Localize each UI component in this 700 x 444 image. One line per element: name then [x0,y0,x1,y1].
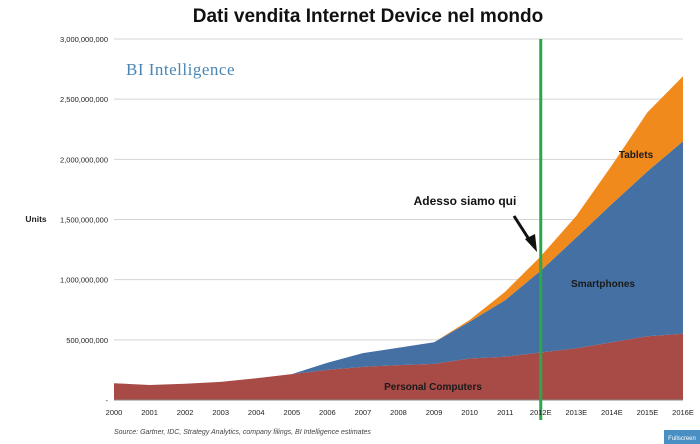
source-note: Source: Gartner, IDC, Strategy Analytics… [114,429,371,436]
annotation-arrow-head-icon [525,234,537,252]
x-tick-label-2003: 2003 [212,408,229,417]
chart-title: Dati vendita Internet Device nel mondo [193,6,544,27]
x-tick-label-2015e: 2015E [637,408,659,417]
fullscreen-badge-label[interactable]: Fullscreen [668,436,696,442]
fullscreen-badge[interactable]: Fullscreen [664,430,700,444]
x-tick-label-2008: 2008 [390,408,407,417]
series-label-personal-computers: Personal Computers [384,382,482,393]
annotation: Adesso siamo qui [414,194,537,252]
y-tick-label: 1,500,000,000 [60,216,108,225]
x-tick-label-2016e: 2016E [672,408,694,417]
x-tick-label-2002: 2002 [177,408,194,417]
x-tick-label-2000: 2000 [106,408,123,417]
x-tick-label-2012e: 2012E [530,408,552,417]
y-axis-label: Units [25,214,47,224]
x-tick-label-2011: 2011 [497,408,513,417]
x-tick-label-2001: 2001 [141,408,158,417]
x-tick-label-2014e: 2014E [601,408,623,417]
x-tick-label-2007: 2007 [355,408,372,417]
x-tick-label-2005: 2005 [283,408,300,417]
area-tablets [114,76,683,386]
series-label-tablets: Tablets [619,150,654,161]
y-tick-label: 1,000,000,000 [60,276,108,285]
y-axis-ticks: - 500,000,000 1,000,000,000 1,500,000,000 2,… [60,35,108,405]
y-tick-label: 2,500,000,000 [60,95,108,104]
fullscreen-badge-bg[interactable] [664,430,700,444]
x-tick-label-2009: 2009 [426,408,443,417]
x-tick-label-2013e: 2013E [565,408,587,417]
series-label-smartphones: Smartphones [571,279,635,290]
x-tick-label-2010: 2010 [461,408,478,417]
y-tick-label: 3,000,000,000 [60,35,108,44]
y-tick-label: - [106,396,109,405]
y-tick-label: 2,000,000,000 [60,155,108,164]
x-tick-label-2006: 2006 [319,408,336,417]
x-axis-ticks: 2000 2001 2002 2003 2004 2005 2006 2007 2008 2009… [106,408,694,417]
bi-intelligence-watermark: BI Intelligence [126,60,235,79]
y-tick-label: 500,000,000 [66,336,108,345]
annotation-text: Adesso siamo qui [414,194,517,208]
x-tick-label-2004: 2004 [248,408,265,417]
